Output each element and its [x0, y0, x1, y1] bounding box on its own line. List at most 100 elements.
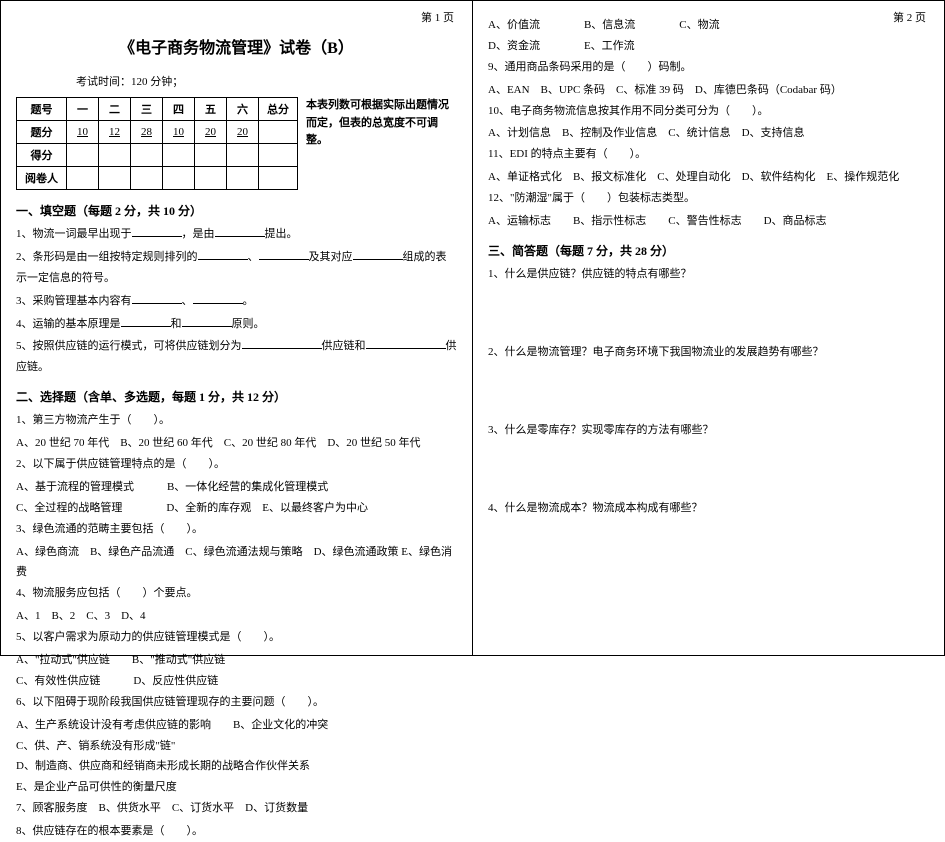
blank [193, 292, 243, 304]
empty-cell [227, 144, 259, 167]
options: A、20 世纪 70 年代 B、20 世纪 60 年代 C、20 世纪 80 年… [16, 433, 457, 454]
score-value: 28 [141, 126, 152, 138]
options: A、单证格式化 B、报文标准化 C、处理自动化 D、软件结构化 E、操作规范化 [488, 167, 929, 188]
q-text: 4、运输的基本原理是 [16, 318, 121, 330]
q-text: 和 [171, 318, 182, 330]
score-value: 20 [237, 126, 248, 138]
question: 2、条形码是由一组按特定规则排列的、及其对应组成的表示一定信息的符号。 [16, 247, 457, 289]
options: A、EAN B、UPC 条码 C、标准 39 码 D、库德巴条码（Codabar… [488, 80, 929, 101]
options: C、供、产、销系统没有形成"链" [16, 736, 457, 757]
q-text: 供应链和 [322, 340, 366, 352]
score-value: 10 [173, 126, 184, 138]
th-col: 六 [227, 98, 259, 121]
q-text: 、 [182, 295, 193, 307]
empty-cell [195, 167, 227, 190]
options: A、"拉动式"供应链 B、"推动式"供应链 [16, 650, 457, 671]
question: 1、什么是供应链？供应链的特点有哪些？ [488, 264, 929, 285]
score-note: 本表列数可根据实际出题情况而定，但表的总宽度不可调整。 [306, 97, 457, 190]
empty-cell [163, 167, 195, 190]
q-text: 提出。 [265, 228, 298, 240]
question: 8、供应链存在的根本要素是（ ）。 [16, 821, 457, 842]
question: 3、采购管理基本内容有、。 [16, 291, 457, 312]
answer-space [488, 365, 929, 420]
row-label: 题分 [17, 121, 67, 144]
empty-cell [131, 144, 163, 167]
options: A、生产系统设计没有考虑供应链的影响 B、企业文化的冲突 [16, 715, 457, 736]
blank [182, 315, 232, 327]
options: A、价值流 B、信息流 C、物流 [488, 15, 929, 36]
q-text: 原则。 [232, 318, 265, 330]
options: A、1 B、2 C、3 D、4 [16, 606, 457, 627]
options: E、是企业产品可供性的衡量尺度 [16, 777, 457, 798]
page-1: 第 1 页 《电子商务物流管理》试卷（B） 考试时间：120 分钟； 题号 一 … [1, 1, 473, 655]
empty-cell [99, 167, 131, 190]
blank [242, 337, 322, 349]
score-cell: 10 [163, 121, 195, 144]
question: 4、运输的基本原理是 和 原则。 [16, 314, 457, 335]
row-label: 得分 [17, 144, 67, 167]
empty-cell [163, 144, 195, 167]
options: A、运输标志 B、指示性标志 C、警告性标志 D、商品标志 [488, 211, 929, 232]
q-text: ，是由 [182, 228, 215, 240]
question: 1、物流一词最早出现于 ，是由 提出。 [16, 224, 457, 245]
th-col: 三 [131, 98, 163, 121]
section-1-header: 一、填空题（每题 2 分，共 10 分） [16, 202, 457, 219]
blank [198, 248, 248, 260]
options: D、制造商、供应商和经销商未形成长期的战略合作伙伴关系 [16, 756, 457, 777]
question: 7、顾客服务度 B、供货水平 C、订货水平 D、订货数量 [16, 798, 457, 819]
blank [366, 337, 446, 349]
section-2-header: 二、选择题（含单、多选题，每题 1 分，共 12 分） [16, 388, 457, 405]
blank [132, 225, 182, 237]
answer-space [488, 287, 929, 342]
table-row: 阅卷人 [17, 167, 298, 190]
empty-cell [67, 167, 99, 190]
q-text: 2、条形码是由一组按特定规则排列的 [16, 251, 198, 263]
empty-cell [227, 167, 259, 190]
score-cell [259, 121, 298, 144]
question: 3、什么是零库存？实现零库存的方法有哪些？ [488, 420, 929, 441]
question: 9、通用商品条码采用的是（ ）码制。 [488, 57, 929, 78]
th-col: 五 [195, 98, 227, 121]
empty-cell [259, 144, 298, 167]
table-row: 题号 一 二 三 四 五 六 总分 [17, 98, 298, 121]
question: 1、第三方物流产生于（ ）。 [16, 410, 457, 431]
blank [121, 315, 171, 327]
score-cell: 20 [227, 121, 259, 144]
score-cell: 12 [99, 121, 131, 144]
q-text: 。 [243, 295, 254, 307]
th-col: 四 [163, 98, 195, 121]
question: 11、EDI 的特点主要有（ ）。 [488, 144, 929, 165]
page-container: 第 1 页 《电子商务物流管理》试卷（B） 考试时间：120 分钟； 题号 一 … [0, 0, 945, 656]
options: C、有效性供应链 D、反应性供应链 [16, 671, 457, 692]
row-label: 阅卷人 [17, 167, 67, 190]
score-value: 12 [109, 126, 120, 138]
options: C、全过程的战略管理 D、全新的库存观 E、以最终客户为中心 [16, 498, 457, 519]
options: A、基于流程的管理模式 B、一体化经营的集成化管理模式 [16, 477, 457, 498]
score-cell: 20 [195, 121, 227, 144]
score-table: 题号 一 二 三 四 五 六 总分 题分 10 12 28 10 20 20 [16, 97, 298, 190]
blank [215, 225, 265, 237]
question: 2、以下属于供应链管理特点的是（ ）。 [16, 454, 457, 475]
blank [132, 292, 182, 304]
empty-cell [67, 144, 99, 167]
table-row: 题分 10 12 28 10 20 20 [17, 121, 298, 144]
table-row: 得分 [17, 144, 298, 167]
options: A、计划信息 B、控制及作业信息 C、统计信息 D、支持信息 [488, 123, 929, 144]
q-text: 1、物流一词最早出现于 [16, 228, 132, 240]
score-value: 10 [77, 126, 88, 138]
score-value: 20 [205, 126, 216, 138]
empty-cell [195, 144, 227, 167]
exam-time: 考试时间：120 分钟； [76, 73, 457, 89]
question: 4、物流服务应包括（ ）个要点。 [16, 583, 457, 604]
empty-cell [99, 144, 131, 167]
page-number-2: 第 2 页 [893, 9, 926, 25]
blank [259, 248, 309, 260]
th-col: 二 [99, 98, 131, 121]
page-2: 第 2 页 A、价值流 B、信息流 C、物流 D、资金流 E、工作流 9、通用商… [473, 1, 944, 655]
section-3-header: 三、简答题（每题 7 分，共 28 分） [488, 242, 929, 259]
question: 5、以客户需求为原动力的供应链管理模式是（ ）。 [16, 627, 457, 648]
q-text: 、 [248, 251, 259, 263]
question: 12、"防潮湿"属于（ ）包装标志类型。 [488, 188, 929, 209]
blank [353, 248, 403, 260]
score-cell: 28 [131, 121, 163, 144]
